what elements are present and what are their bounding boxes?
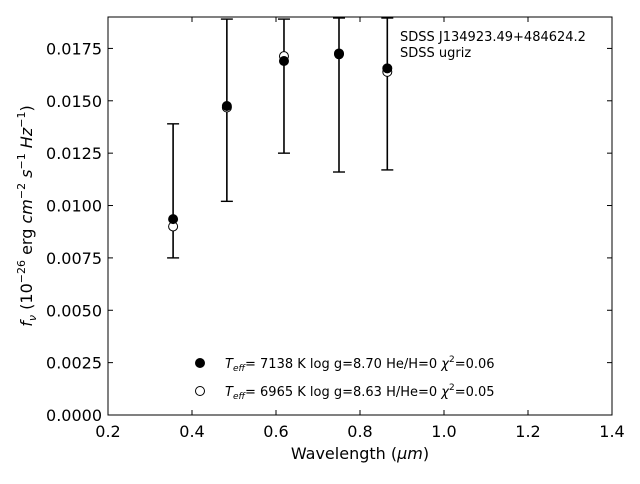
point-filled <box>221 101 232 112</box>
legend-entry-open: Teff= 6965 K log g=8.63 H/He=0 χ2=0.05 <box>225 383 495 402</box>
y-tick-label: 0.0150 <box>46 92 102 111</box>
x-tick-label: 0.6 <box>263 422 288 441</box>
x-tick-label: 1.4 <box>599 422 624 441</box>
y-axis-title: fν (10−26 erg cm−2 s−1 Hz−1) <box>15 105 39 326</box>
x-tick-label: 0.8 <box>347 422 372 441</box>
y-tick-labels: 0.0000 0.0025 0.0050 0.0075 0.0100 0.0125 0.01… <box>46 39 102 425</box>
x-tick-label: 1.0 <box>431 422 456 441</box>
legend-entry-filled: Teff= 7138 K log g=8.70 He/H=0 χ2=0.06 <box>225 355 495 374</box>
y-tick-label: 0.0100 <box>46 197 102 216</box>
legend-marker-open <box>195 386 205 396</box>
legend-marker-filled <box>195 358 205 368</box>
error-bars <box>167 17 394 259</box>
x-tick-label: 0.2 <box>95 422 120 441</box>
annotation-object-name: SDSS J134923.49+484624.2 <box>400 30 586 45</box>
y-tick-label: 0.0075 <box>46 249 102 268</box>
point-filled <box>334 49 344 60</box>
annotation-filter-set: SDSS ugriz <box>400 46 471 61</box>
y-tick-label: 0.0175 <box>46 39 102 58</box>
x-tick-label: 0.4 <box>179 422 204 441</box>
y-tick-label: 0.0000 <box>46 406 102 425</box>
y-tick-label: 0.0025 <box>46 354 102 373</box>
x-tick-labels: 0.2 0.4 0.6 0.8 1.0 1.2 1.4 <box>95 422 624 441</box>
legend: Teff= 7138 K log g=8.70 He/H=0 χ2=0.06 T… <box>195 355 495 402</box>
point-filled <box>278 55 289 66</box>
plot-frame <box>107 16 613 416</box>
y-tick-label: 0.0125 <box>46 144 102 163</box>
point-filled <box>382 63 393 74</box>
x-axis-title: Wavelength (μm) <box>291 444 429 463</box>
point-filled <box>168 214 179 225</box>
y-tick-label: 0.0050 <box>46 301 102 320</box>
x-tick-label: 1.2 <box>515 422 540 441</box>
data-points <box>168 48 393 232</box>
axis-ticks <box>107 17 613 416</box>
